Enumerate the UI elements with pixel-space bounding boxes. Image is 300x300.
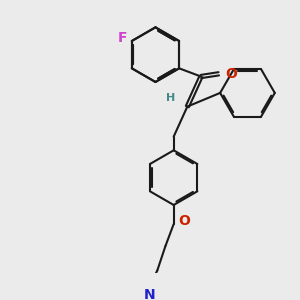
Text: O: O	[226, 67, 238, 81]
Text: H: H	[166, 93, 175, 103]
Text: F: F	[118, 31, 128, 45]
Text: O: O	[178, 214, 190, 228]
Text: N: N	[143, 288, 155, 300]
